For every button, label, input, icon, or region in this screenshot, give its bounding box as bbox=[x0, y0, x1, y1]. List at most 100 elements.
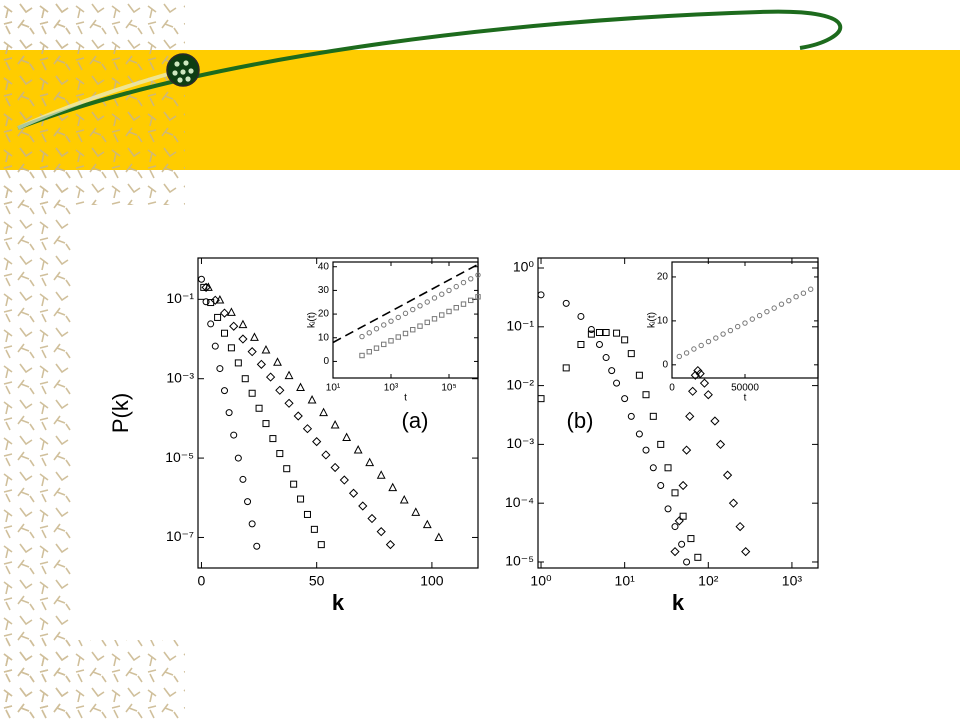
point bbox=[674, 516, 684, 526]
point bbox=[353, 445, 363, 454]
point bbox=[613, 329, 621, 337]
point bbox=[460, 301, 467, 307]
point bbox=[348, 488, 359, 498]
point bbox=[201, 282, 211, 292]
point bbox=[238, 319, 248, 329]
point bbox=[685, 411, 695, 421]
point bbox=[699, 378, 710, 388]
point bbox=[764, 308, 770, 315]
plot-frame bbox=[537, 257, 819, 569]
point bbox=[468, 297, 474, 304]
y-tick-label: 30 bbox=[318, 285, 330, 296]
point bbox=[250, 332, 259, 341]
point bbox=[635, 371, 643, 379]
point bbox=[248, 389, 256, 397]
point bbox=[453, 283, 459, 290]
point bbox=[627, 412, 635, 420]
point bbox=[359, 333, 365, 340]
y-axis-label: kᵢ(t) bbox=[307, 312, 318, 328]
point bbox=[211, 342, 219, 350]
point bbox=[808, 286, 814, 292]
point bbox=[239, 475, 247, 483]
point bbox=[715, 439, 726, 450]
point bbox=[678, 540, 686, 548]
point bbox=[244, 498, 252, 506]
point bbox=[742, 320, 748, 326]
y-tick-label: 10 bbox=[318, 332, 330, 343]
x-axis-label: k bbox=[332, 590, 345, 615]
point bbox=[698, 342, 704, 349]
point bbox=[608, 367, 616, 375]
point bbox=[241, 375, 249, 383]
point bbox=[373, 326, 380, 332]
point bbox=[276, 450, 284, 458]
point bbox=[595, 341, 603, 349]
point bbox=[681, 445, 692, 455]
point bbox=[679, 512, 687, 520]
point bbox=[602, 329, 610, 337]
point bbox=[439, 312, 445, 318]
point bbox=[253, 542, 261, 550]
x-tick-label: 10⁵ bbox=[441, 383, 456, 394]
point bbox=[627, 350, 635, 358]
point bbox=[670, 547, 680, 557]
point bbox=[562, 364, 570, 372]
point bbox=[613, 379, 621, 387]
decor-curve-fade bbox=[17, 70, 176, 130]
point bbox=[460, 279, 467, 286]
point bbox=[226, 307, 236, 316]
point bbox=[424, 299, 430, 305]
x-tick-label: 0 bbox=[198, 573, 206, 589]
point bbox=[376, 470, 386, 479]
y-tick-label: 20 bbox=[318, 309, 330, 320]
point bbox=[203, 282, 213, 291]
point bbox=[453, 304, 459, 311]
point bbox=[735, 521, 745, 532]
point bbox=[431, 295, 438, 301]
point bbox=[683, 558, 691, 566]
y-tick-label: 10⁻⁵ bbox=[505, 553, 534, 569]
point bbox=[694, 553, 702, 561]
point bbox=[261, 344, 271, 354]
point bbox=[381, 322, 387, 328]
point bbox=[727, 327, 734, 334]
point bbox=[269, 435, 277, 443]
y-tick-label: 10⁻⁴ bbox=[505, 494, 534, 510]
y-tick-label: 10⁰ bbox=[513, 259, 535, 275]
point bbox=[587, 325, 595, 333]
point bbox=[642, 446, 650, 454]
x-tick-label: 10² bbox=[698, 573, 719, 589]
decor-curve bbox=[17, 9, 843, 130]
point bbox=[225, 409, 233, 417]
point bbox=[293, 411, 303, 421]
point bbox=[722, 470, 733, 480]
x-tick-label: 10¹ bbox=[615, 573, 636, 589]
point bbox=[671, 489, 679, 497]
point bbox=[602, 354, 610, 362]
point bbox=[366, 330, 372, 336]
point bbox=[330, 420, 340, 429]
decor-ball bbox=[166, 53, 200, 87]
point bbox=[284, 398, 294, 408]
point bbox=[303, 510, 311, 518]
point bbox=[373, 345, 380, 351]
y-tick-label: 0 bbox=[323, 356, 329, 367]
point bbox=[664, 505, 672, 513]
point bbox=[230, 431, 238, 439]
point bbox=[728, 498, 739, 508]
point bbox=[657, 481, 665, 489]
point bbox=[307, 395, 317, 404]
point bbox=[468, 276, 474, 282]
point bbox=[587, 330, 595, 338]
point bbox=[221, 387, 229, 395]
y-tick-label: 10⁻¹ bbox=[506, 318, 534, 334]
point bbox=[422, 519, 432, 529]
x-tick-label: 100 bbox=[420, 573, 444, 589]
point bbox=[793, 294, 799, 300]
point bbox=[720, 331, 726, 337]
point bbox=[749, 316, 755, 322]
point bbox=[687, 535, 695, 543]
point bbox=[410, 327, 416, 333]
